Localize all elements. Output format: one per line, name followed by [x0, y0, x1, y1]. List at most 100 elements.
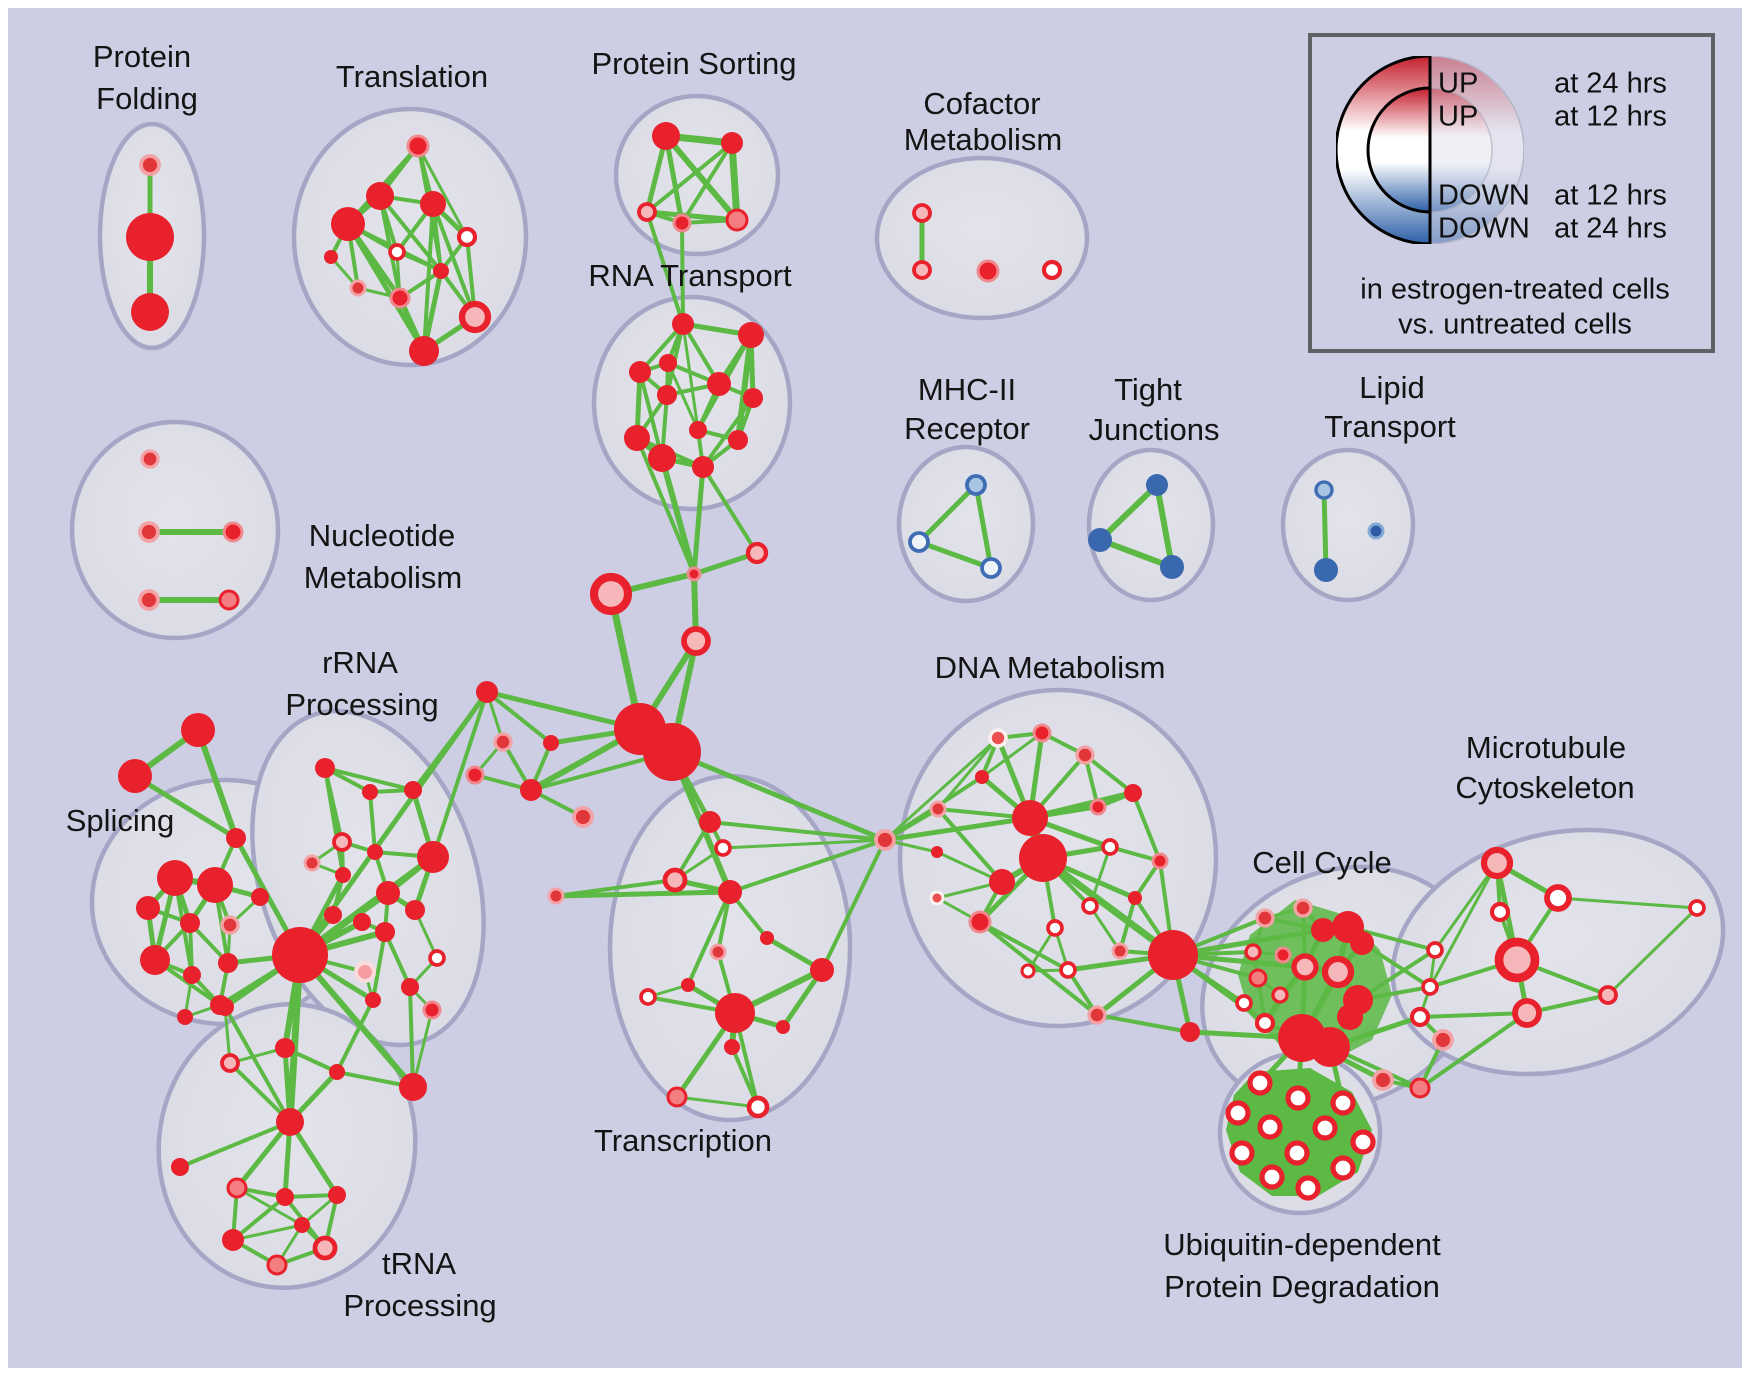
gene-set-node-53[interactable] [760, 931, 774, 945]
gene-set-node-82[interactable] [1059, 961, 1077, 979]
gene-set-node-35[interactable] [692, 456, 714, 478]
gene-set-node-96[interactable] [1254, 1012, 1276, 1034]
gene-set-node-153[interactable] [405, 900, 425, 920]
gene-set-node-45[interactable] [543, 735, 559, 751]
gene-set-node-186[interactable] [140, 449, 160, 469]
gene-set-node-49[interactable] [714, 839, 732, 857]
gene-set-node-164[interactable] [216, 998, 234, 1016]
gene-set-node-67[interactable] [975, 770, 989, 784]
gene-set-node-75[interactable] [1101, 838, 1119, 856]
gene-set-node-140[interactable] [177, 1009, 193, 1025]
gene-set-node-14[interactable] [324, 250, 338, 264]
gene-set-node-122[interactable] [1257, 1114, 1283, 1140]
gene-set-node-143[interactable] [226, 828, 246, 848]
gene-set-node-78[interactable] [929, 890, 945, 906]
gene-set-node-130[interactable] [157, 860, 193, 896]
gene-set-node-1[interactable] [126, 213, 174, 261]
gene-set-node-125[interactable] [1229, 1140, 1255, 1166]
gene-set-node-5[interactable] [331, 207, 365, 241]
gene-set-node-147[interactable] [332, 832, 352, 852]
gene-set-node-168[interactable] [276, 1108, 304, 1136]
gene-set-node-32[interactable] [624, 425, 650, 451]
gene-set-node-161[interactable] [365, 992, 381, 1008]
gene-set-node-157[interactable] [375, 922, 395, 942]
gene-set-node-4[interactable] [366, 182, 394, 210]
gene-set-node-100[interactable] [1321, 955, 1355, 989]
gene-set-node-55[interactable] [810, 958, 834, 982]
gene-set-node-62[interactable] [639, 988, 657, 1006]
gene-set-node-50[interactable] [662, 867, 688, 893]
gene-set-node-9[interactable] [433, 263, 449, 279]
gene-set-node-175[interactable] [266, 1254, 288, 1276]
gene-set-node-108[interactable] [1432, 1029, 1454, 1051]
gene-set-node-104[interactable] [1310, 1027, 1350, 1067]
gene-set-node-138[interactable] [251, 888, 269, 906]
gene-set-node-128[interactable] [1259, 1164, 1285, 1190]
gene-set-node-117[interactable] [1688, 899, 1706, 917]
gene-set-node-159[interactable] [353, 960, 377, 984]
gene-set-node-154[interactable] [324, 906, 342, 924]
gene-set-node-66[interactable] [1075, 745, 1095, 765]
gene-set-node-8[interactable] [456, 226, 478, 248]
gene-set-node-26[interactable] [659, 354, 677, 372]
gene-set-node-41[interactable] [643, 723, 701, 781]
gene-set-node-87[interactable] [1180, 1022, 1200, 1042]
gene-set-node-158[interactable] [428, 949, 446, 967]
gene-set-node-92[interactable] [1248, 968, 1268, 988]
gene-set-node-183[interactable] [1314, 480, 1334, 500]
gene-set-node-129[interactable] [1295, 1175, 1321, 1201]
gene-set-node-178[interactable] [908, 531, 930, 553]
gene-set-node-162[interactable] [422, 1000, 442, 1020]
gene-set-node-188[interactable] [222, 521, 244, 543]
gene-set-node-179[interactable] [980, 557, 1002, 579]
gene-set-node-12[interactable] [458, 300, 492, 334]
gene-set-node-38[interactable] [589, 572, 633, 616]
gene-set-node-19[interactable] [725, 208, 749, 232]
gene-set-node-93[interactable] [1271, 986, 1289, 1004]
gene-set-node-142[interactable] [118, 759, 152, 793]
gene-set-node-172[interactable] [328, 1186, 346, 1204]
gene-set-node-6[interactable] [420, 191, 446, 217]
gene-set-node-95[interactable] [1291, 953, 1319, 981]
gene-set-node-127[interactable] [1330, 1155, 1356, 1181]
gene-set-node-144[interactable] [315, 758, 335, 778]
gene-set-node-85[interactable] [1087, 1005, 1107, 1025]
gene-set-node-16[interactable] [721, 132, 743, 154]
gene-set-node-141[interactable] [181, 713, 215, 747]
gene-set-node-91[interactable] [1274, 946, 1292, 964]
gene-set-node-48[interactable] [699, 811, 721, 833]
gene-set-node-39[interactable] [681, 626, 711, 656]
gene-set-node-134[interactable] [220, 915, 240, 935]
gene-set-node-51[interactable] [547, 887, 565, 905]
gene-set-node-174[interactable] [312, 1235, 338, 1261]
gene-set-node-124[interactable] [1350, 1129, 1376, 1155]
gene-set-node-112[interactable] [1544, 884, 1572, 912]
gene-set-node-58[interactable] [776, 1020, 790, 1034]
gene-set-node-68[interactable] [929, 800, 947, 818]
gene-set-node-113[interactable] [1489, 901, 1511, 923]
gene-set-node-115[interactable] [1512, 998, 1542, 1028]
gene-set-node-2[interactable] [131, 293, 169, 331]
gene-set-node-30[interactable] [657, 385, 677, 405]
gene-set-node-189[interactable] [138, 589, 160, 611]
gene-set-node-23[interactable] [1041, 259, 1063, 281]
gene-set-node-97[interactable] [1311, 918, 1335, 942]
gene-set-node-99[interactable] [1350, 931, 1374, 955]
gene-set-node-151[interactable] [335, 867, 351, 883]
gene-set-node-81[interactable] [1081, 897, 1099, 915]
gene-set-node-21[interactable] [912, 260, 932, 280]
gene-set-node-132[interactable] [136, 896, 160, 920]
gene-set-node-31[interactable] [689, 421, 707, 439]
gene-set-node-90[interactable] [1244, 943, 1262, 961]
gene-set-node-169[interactable] [171, 1158, 189, 1176]
gene-set-node-135[interactable] [140, 945, 170, 975]
gene-set-node-77[interactable] [1128, 891, 1142, 905]
gene-set-node-57[interactable] [715, 993, 755, 1033]
gene-set-node-110[interactable] [1409, 1077, 1431, 1099]
gene-set-node-34[interactable] [648, 444, 676, 472]
gene-set-node-190[interactable] [218, 589, 240, 611]
gene-set-node-61[interactable] [746, 1095, 770, 1119]
gene-set-node-137[interactable] [218, 953, 238, 973]
gene-set-node-84[interactable] [1111, 942, 1129, 960]
gene-set-node-17[interactable] [637, 202, 657, 222]
